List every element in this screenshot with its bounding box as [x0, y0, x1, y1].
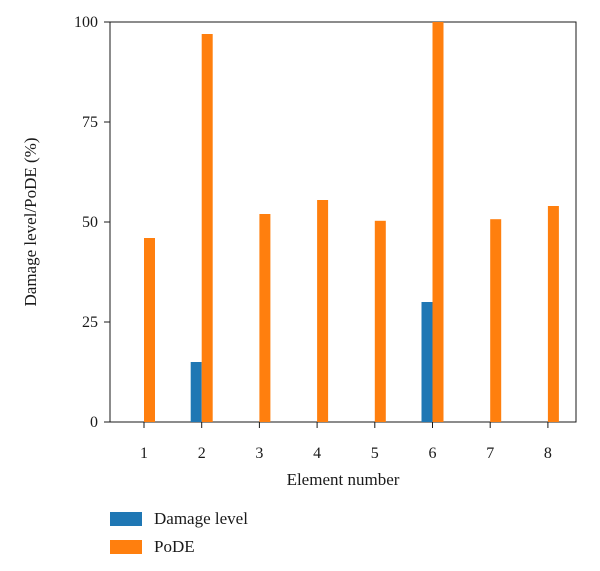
x-tick-label: 4 — [313, 445, 321, 462]
pode-bar-6 — [432, 22, 444, 422]
x-tick-label: 6 — [429, 445, 437, 462]
x-tick-label: 3 — [255, 445, 263, 462]
y-axis-title: Damage level/PoDE (%) — [21, 138, 40, 307]
pode-bar-4 — [317, 200, 329, 422]
x-tick-label: 5 — [371, 445, 379, 462]
x-tick-label: 7 — [486, 445, 494, 462]
damage-level-bar-6 — [421, 302, 433, 422]
legend-item-pode: PoDE — [110, 533, 248, 561]
legend-swatch-damage-level — [110, 512, 142, 526]
pode-bar-7 — [490, 219, 502, 422]
y-tick-label: 0 — [90, 414, 98, 431]
x-tick-label: 8 — [544, 445, 552, 462]
x-axis-title: Element number — [287, 470, 400, 489]
y-tick-label: 100 — [74, 14, 98, 31]
x-tick-label: 2 — [198, 445, 206, 462]
legend-label-damage-level: Damage level — [154, 509, 248, 528]
y-axis: 0 25 50 75 100 — [74, 14, 110, 431]
pode-bar-2 — [201, 34, 213, 422]
legend: Damage level PoDE — [110, 505, 248, 561]
plot-frame — [109, 21, 577, 423]
x-axis: 1 2 3 4 5 6 7 8 — [140, 422, 552, 462]
x-tick-label: 1 — [140, 445, 148, 462]
y-tick-label: 50 — [82, 214, 98, 231]
bars — [144, 22, 559, 422]
legend-label-pode: PoDE — [154, 537, 195, 556]
legend-swatch-pode — [110, 540, 142, 554]
y-tick-label: 25 — [82, 314, 98, 331]
bar-chart: 0 25 50 75 100 1 2 3 4 5 6 7 8 Element number Damag… — [21, 14, 577, 489]
legend-item-damage-level: Damage level — [110, 505, 248, 533]
pode-bar-1 — [144, 238, 155, 422]
y-tick-label: 75 — [82, 114, 98, 131]
pode-bar-3 — [259, 214, 271, 422]
damage-level-bar-2 — [190, 362, 202, 422]
pode-bar-5 — [374, 220, 386, 422]
pode-bar-8 — [547, 206, 559, 422]
